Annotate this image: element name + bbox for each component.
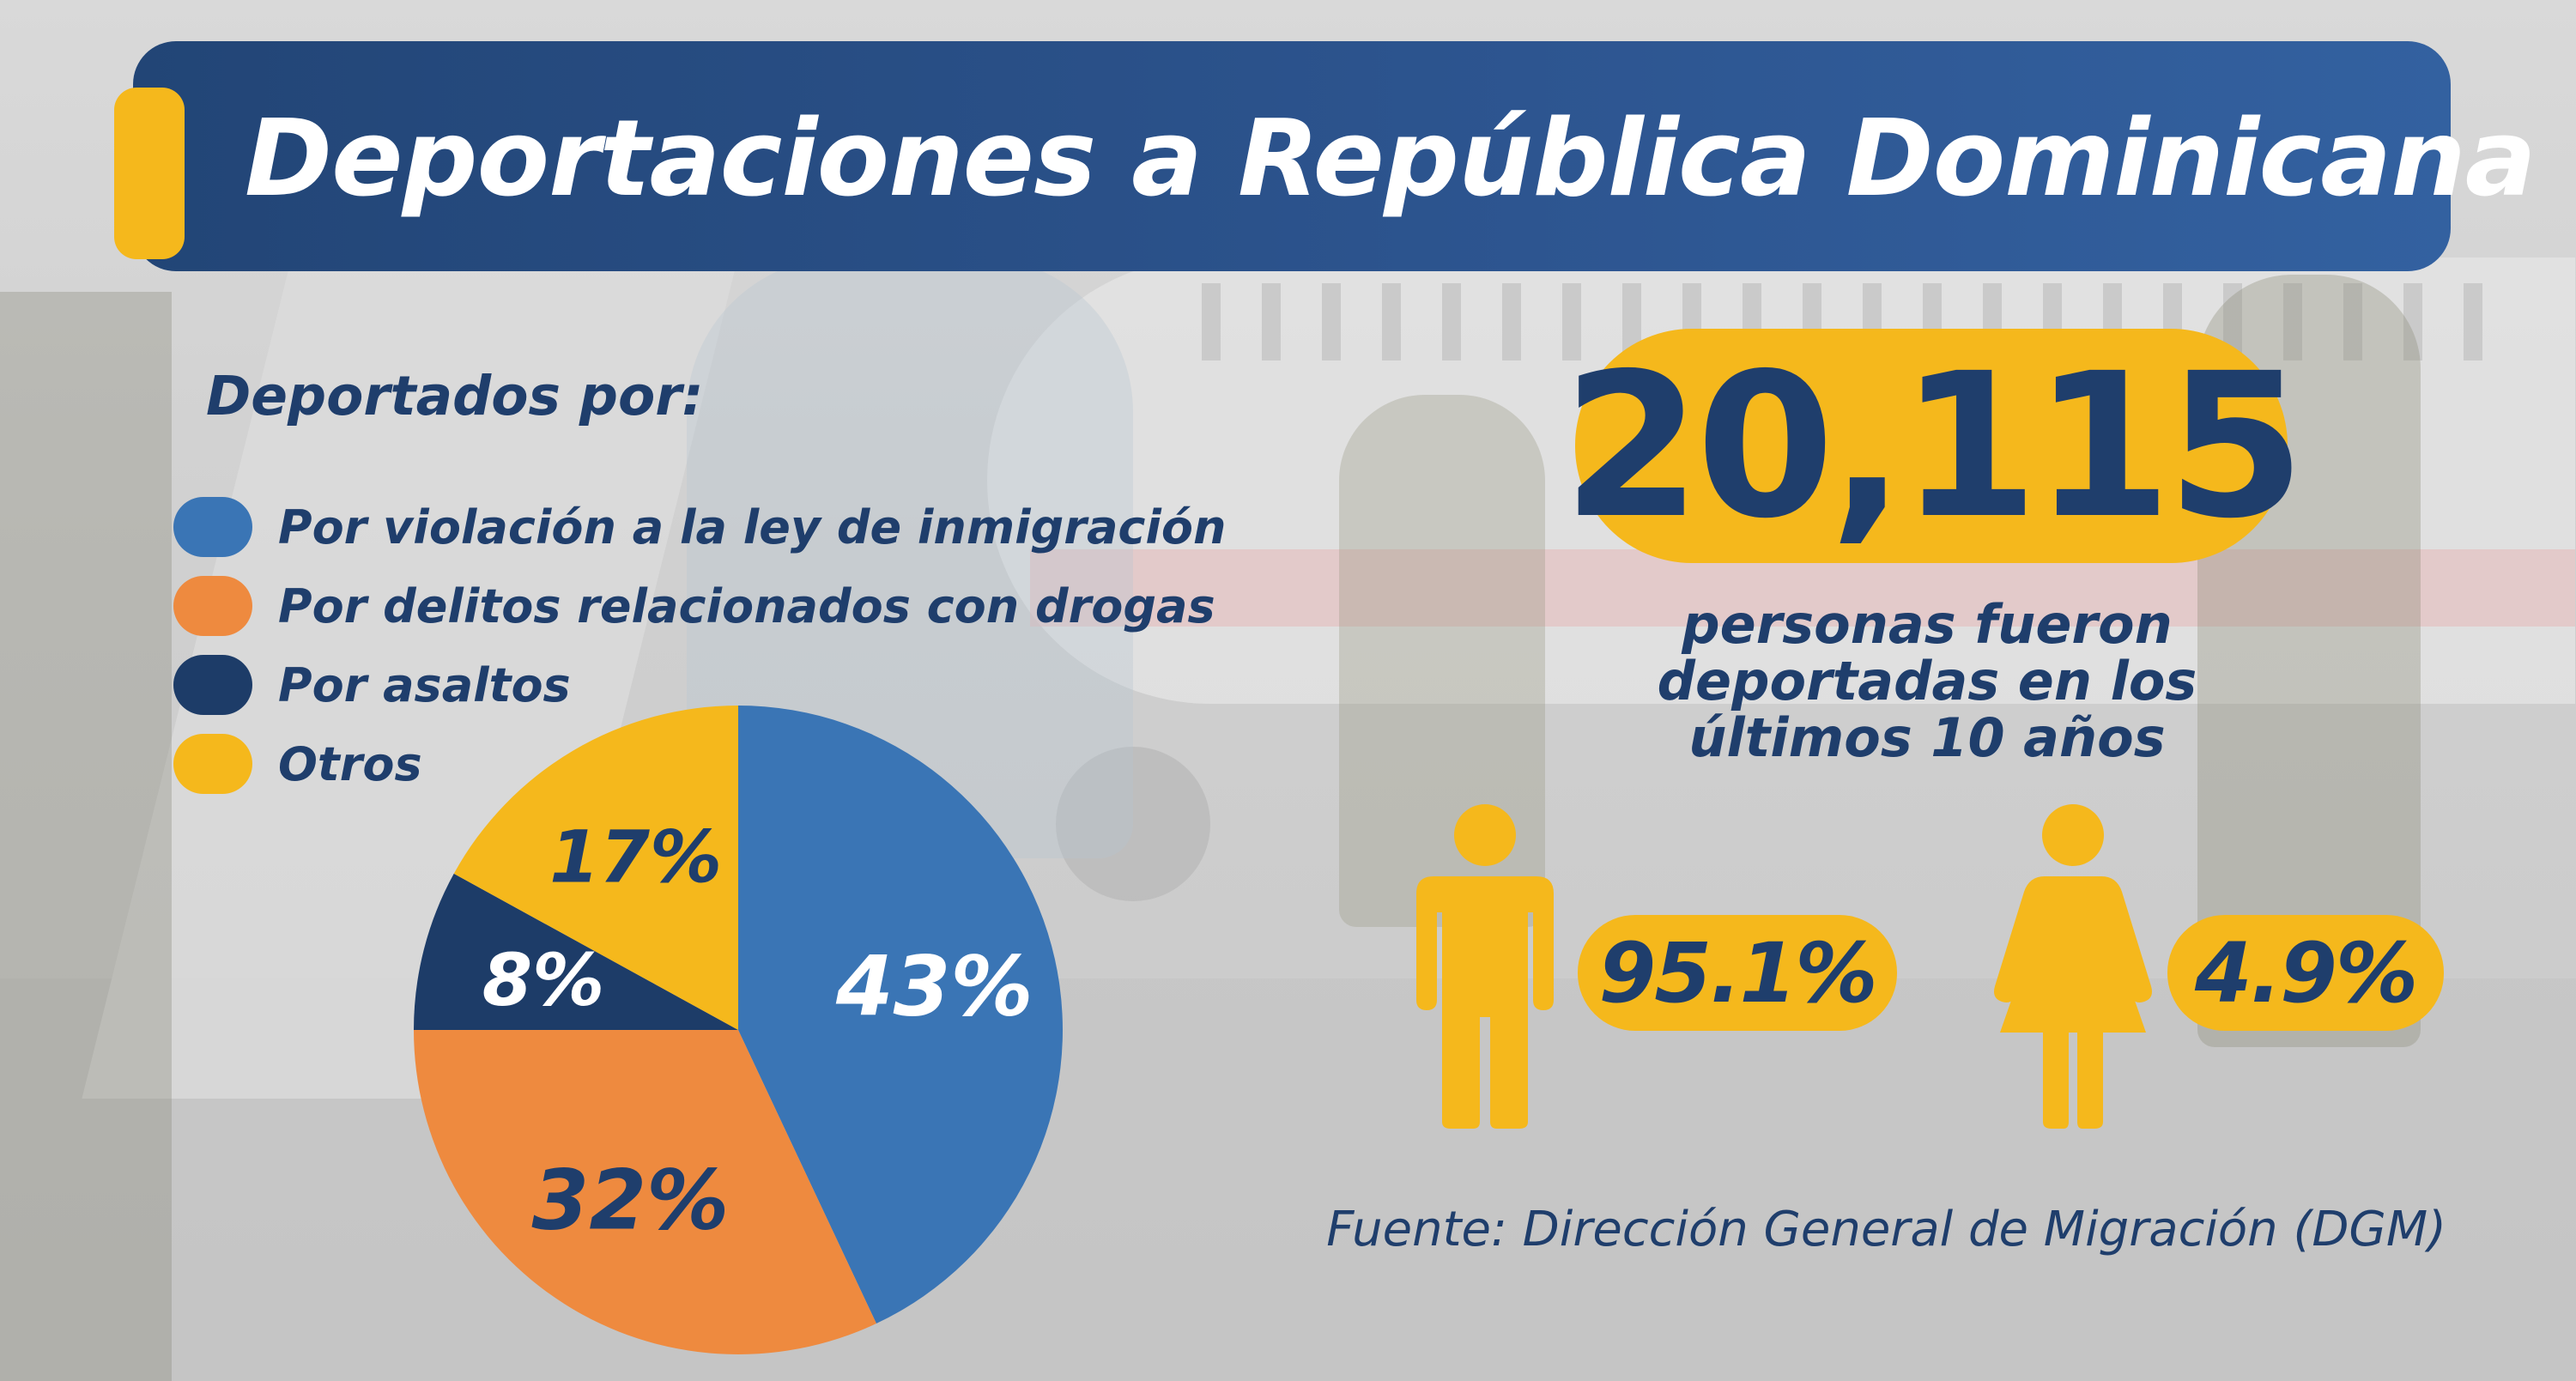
slice-otros [453,706,738,1030]
women-percent-pill: 4.9% [2167,915,2444,1031]
legend-label: Por delitos relacionados con drogas [278,578,1215,633]
legend-label: Por violación a la ley de inmigración [278,500,1227,554]
legend-swatch-blue [173,497,252,557]
legend-swatch-yellow [173,734,252,794]
page-title: Deportaciones a República Dominicana [245,97,2537,221]
title-accent-bar [114,88,185,259]
slice-inmigracion-label: 43% [835,938,1033,1034]
legend-label: Por asaltos [278,657,571,712]
total-description-line: deportadas en los [1657,650,2197,712]
women-percent: 4.9% [2194,924,2418,1021]
men-percent: 95.1% [1598,924,1877,1021]
bg-wheel [1056,747,1210,901]
total-description-line: personas fueron [1682,593,2173,656]
slice-asaltos [414,873,738,1030]
legend-label: Otros [278,736,422,791]
total-pill: 20,115 [1562,329,2306,563]
slice-drogas-label: 32% [532,1152,730,1248]
source-note: Fuente: Dirección General de Migración (… [1326,1202,2446,1257]
bg-person [0,292,172,1381]
slice-otros-label: 17% [549,815,722,899]
slice-asaltos-label: 8% [482,938,605,1022]
legend-item: Otros [173,724,1226,803]
legend-swatch-navy [173,655,252,715]
legend-item: Por delitos relacionados con drogas [173,566,1226,645]
total-number: 20,115 [1562,330,2305,562]
legend: Por violación a la ley de inmigración Po… [173,488,1226,803]
legend-swatch-orange [173,576,252,636]
man-icon [1416,804,1554,1129]
pie-chart: 43% 32% 8% 17% [414,706,1063,1354]
men-percent-pill: 95.1% [1578,915,1897,1031]
total-description-line: últimos 10 años [1688,706,2166,769]
legend-title: Deportados por: [206,365,704,427]
woman-icon [1994,804,2152,1129]
slice-inmigracion [738,706,1063,1324]
legend-item: Por violación a la ley de inmigración [173,488,1226,566]
total-description: personas fueron deportadas en los último… [1597,597,2258,766]
slice-drogas [414,1030,876,1354]
title-banner [133,41,2451,271]
legend-item: Por asaltos [173,645,1226,724]
